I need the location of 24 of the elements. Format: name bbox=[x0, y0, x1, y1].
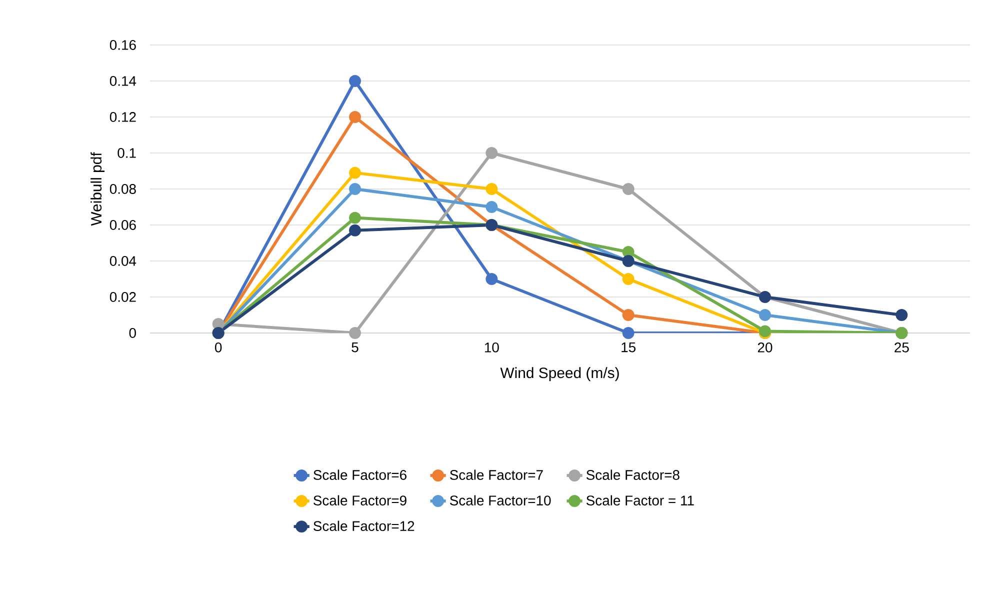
x-axis-title: Wind Speed (m/s) bbox=[500, 367, 619, 382]
x-tick-label: 25 bbox=[894, 342, 909, 352]
y-tick-label: 0 bbox=[129, 328, 136, 338]
legend-label: Scale Factor=9 bbox=[314, 495, 406, 506]
x-tick-label: 0 bbox=[215, 342, 222, 352]
x-tick-label: 20 bbox=[758, 342, 772, 352]
x-tick-label: 5 bbox=[352, 342, 358, 352]
y-tick-label: 0.02 bbox=[110, 292, 136, 302]
y-tick-label: 0.12 bbox=[110, 112, 136, 122]
x-tick-label: 10 bbox=[484, 342, 499, 352]
legend-label: Scale Factor=8 bbox=[586, 470, 680, 480]
x-tick-label: 15 bbox=[622, 342, 636, 352]
legend-label: Scale Factor = 11 bbox=[586, 495, 694, 506]
y-tick-label: 0.16 bbox=[110, 40, 136, 50]
legend-label: Scale Factor=7 bbox=[450, 470, 543, 480]
y-tick-label: 0.06 bbox=[110, 220, 136, 230]
legend-label: Scale Factor=6 bbox=[314, 470, 406, 480]
y-axis-title: Weibull pdf bbox=[90, 152, 105, 226]
legend-label: Scale Factor=10 bbox=[450, 495, 551, 506]
y-tick-label: 0.04 bbox=[110, 256, 136, 266]
y-tick-label: 0.08 bbox=[110, 184, 136, 194]
legend-label: Scale Factor=12 bbox=[314, 520, 414, 532]
y-tick-label: 0.14 bbox=[110, 76, 136, 86]
y-tick-label: 0.1 bbox=[118, 148, 136, 158]
